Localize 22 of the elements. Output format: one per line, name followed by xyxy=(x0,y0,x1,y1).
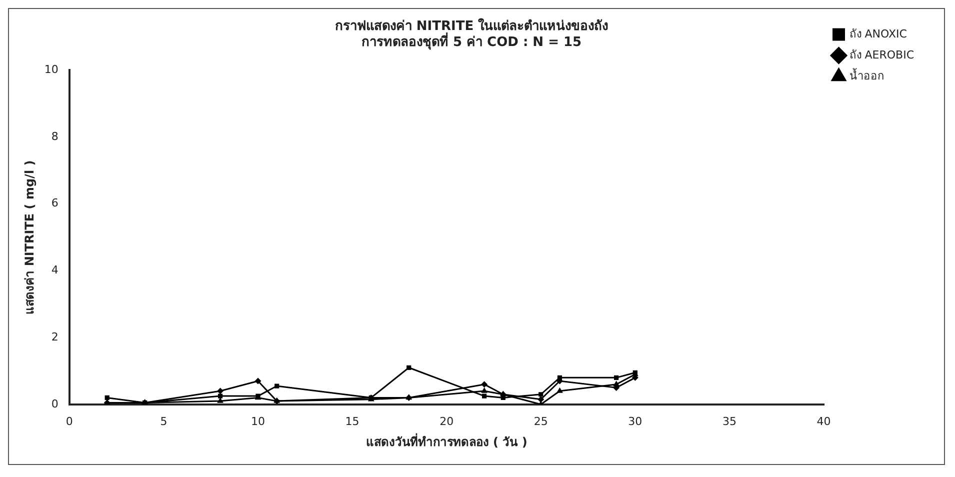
x-tick-label: 25 xyxy=(534,414,548,428)
y-tick-label: 10 xyxy=(44,63,58,76)
y-tick-label: 2 xyxy=(51,330,58,344)
x-tick-label: 15 xyxy=(345,414,360,428)
y-tick-label: 0 xyxy=(51,397,58,410)
legend-label: ถัง AEROBIC xyxy=(849,48,914,62)
y-tick-label: 4 xyxy=(51,264,58,277)
x-tick-label: 30 xyxy=(628,414,642,428)
x-tick-label: 0 xyxy=(66,414,73,428)
chart-subtitle: การทดลองชุดที่ 5 ค่า COD : N = 15 xyxy=(361,34,582,50)
chart-title: กราฟแสดงค่า NITRITE ในแต่ละตำแหน่งของถัง xyxy=(334,17,608,34)
x-tick-label: 20 xyxy=(440,414,454,428)
y-axis-title: แสดงค่า NITRITE ( mg/l ) xyxy=(22,160,36,314)
x-tick-label: 40 xyxy=(816,414,831,428)
x-axis-title: แสดงวันที่ทำการทดลอง ( วัน ) xyxy=(366,432,528,449)
x-tick-label: 5 xyxy=(160,414,168,428)
y-tick-label: 6 xyxy=(51,196,58,210)
legend-label: ถัง ANOXIC xyxy=(849,27,908,40)
y-tick-label: 8 xyxy=(51,130,58,143)
x-tick-label: 10 xyxy=(250,414,265,428)
legend-label: น้ำออก xyxy=(849,67,884,82)
x-tick-label: 35 xyxy=(722,414,736,428)
